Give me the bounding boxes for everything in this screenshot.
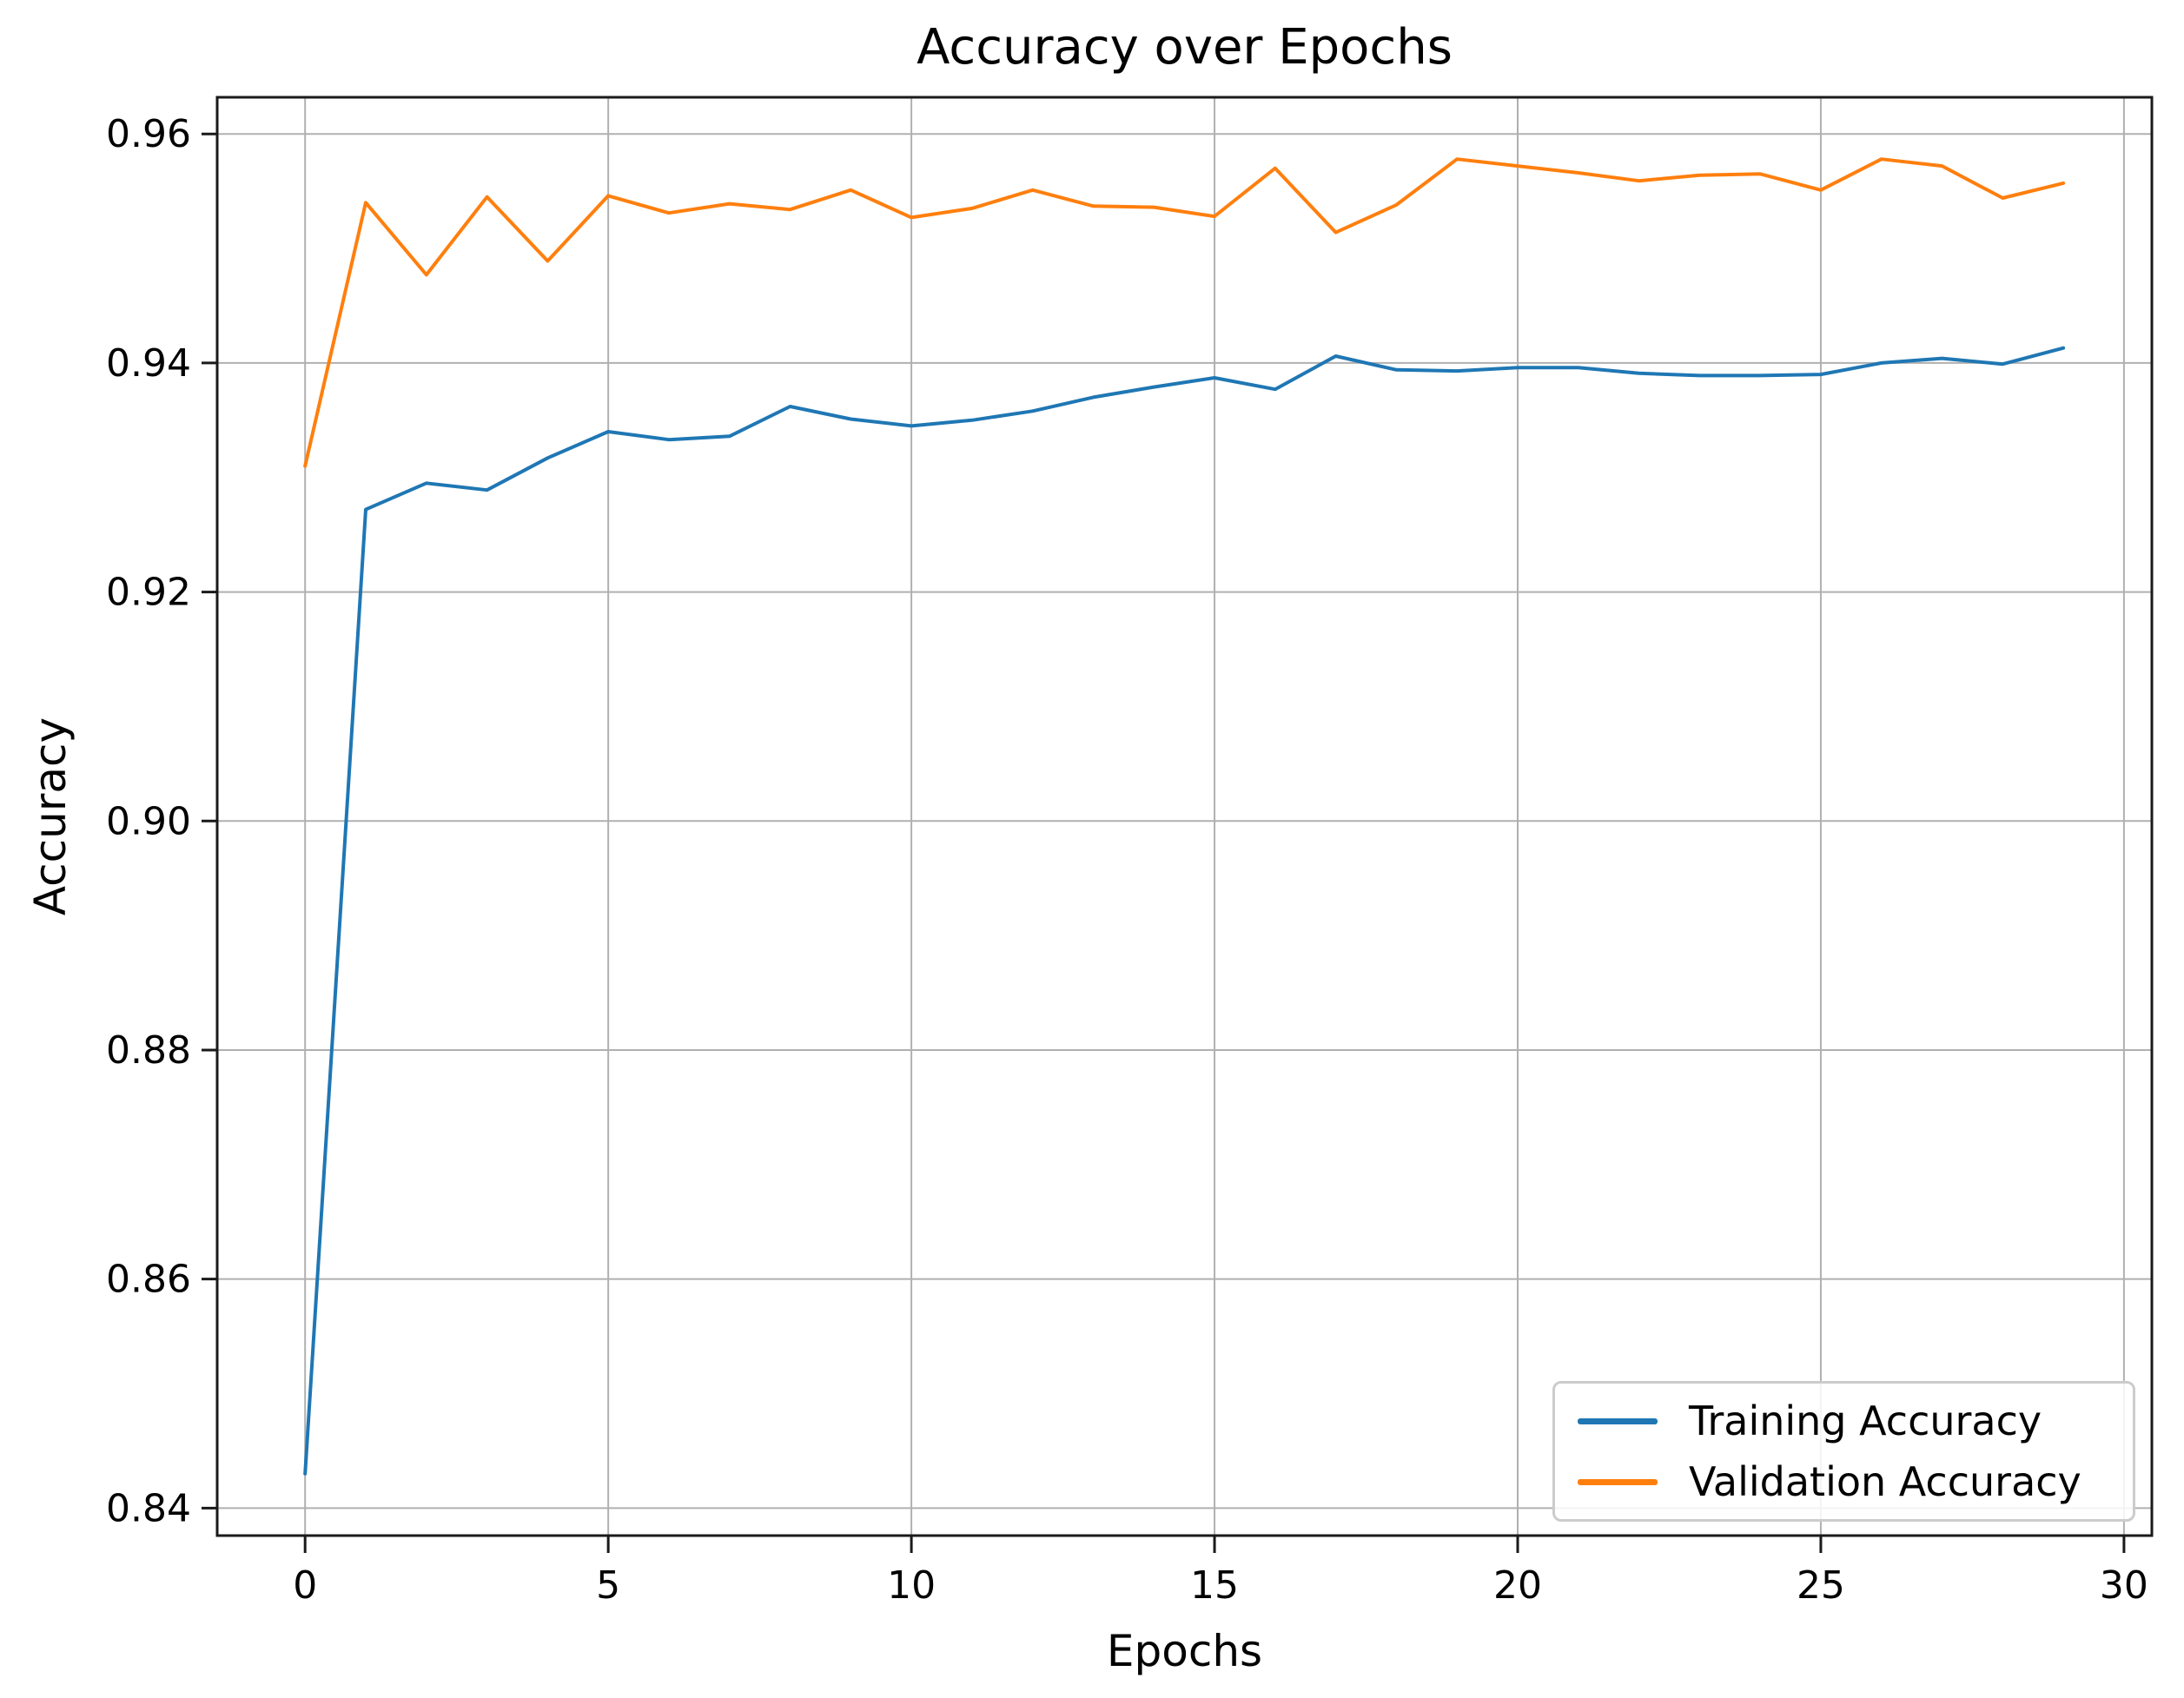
legend: Training Accuracy Validation Accuracy — [1552, 1381, 2135, 1522]
x-tick-label-15: 15 — [1190, 1563, 1239, 1608]
legend-item-validation: Validation Accuracy — [1578, 1458, 2133, 1505]
x-tick-label-10: 10 — [887, 1563, 936, 1608]
y-tick-label-0.86: 0.86 — [106, 1258, 191, 1302]
x-tick-label-0: 0 — [293, 1563, 317, 1608]
legend-label-validation: Validation Accuracy — [1689, 1458, 2081, 1505]
chart-title: Accuracy over Epochs — [917, 19, 1453, 76]
x-tick-label-25: 25 — [1797, 1563, 1845, 1608]
x-tick-label-5: 5 — [596, 1563, 620, 1608]
plot-border — [215, 96, 2154, 1537]
x-axis-label: Epochs — [1106, 1626, 1263, 1676]
y-tick-label-0.96: 0.96 — [106, 112, 191, 156]
validation-accuracy-line — [303, 157, 2066, 468]
y-tick-label-0.92: 0.92 — [106, 571, 191, 615]
y-tick-label-0.88: 0.88 — [106, 1028, 191, 1073]
legend-label-training: Training Accuracy — [1689, 1397, 2042, 1444]
y-tick-label-0.90: 0.90 — [106, 799, 191, 843]
y-tick-label-0.84: 0.84 — [106, 1486, 191, 1530]
x-tick-label-30: 30 — [2100, 1563, 2148, 1608]
validation-line-swatch — [1578, 1478, 1658, 1485]
legend-item-training: Training Accuracy — [1578, 1397, 2133, 1444]
y-axis-label: Accuracy — [25, 717, 76, 916]
x-tick-label-20: 20 — [1493, 1563, 1542, 1608]
y-tick-label-0.94: 0.94 — [106, 341, 191, 386]
training-line-swatch — [1578, 1417, 1658, 1424]
training-accuracy-line — [303, 346, 2066, 1476]
